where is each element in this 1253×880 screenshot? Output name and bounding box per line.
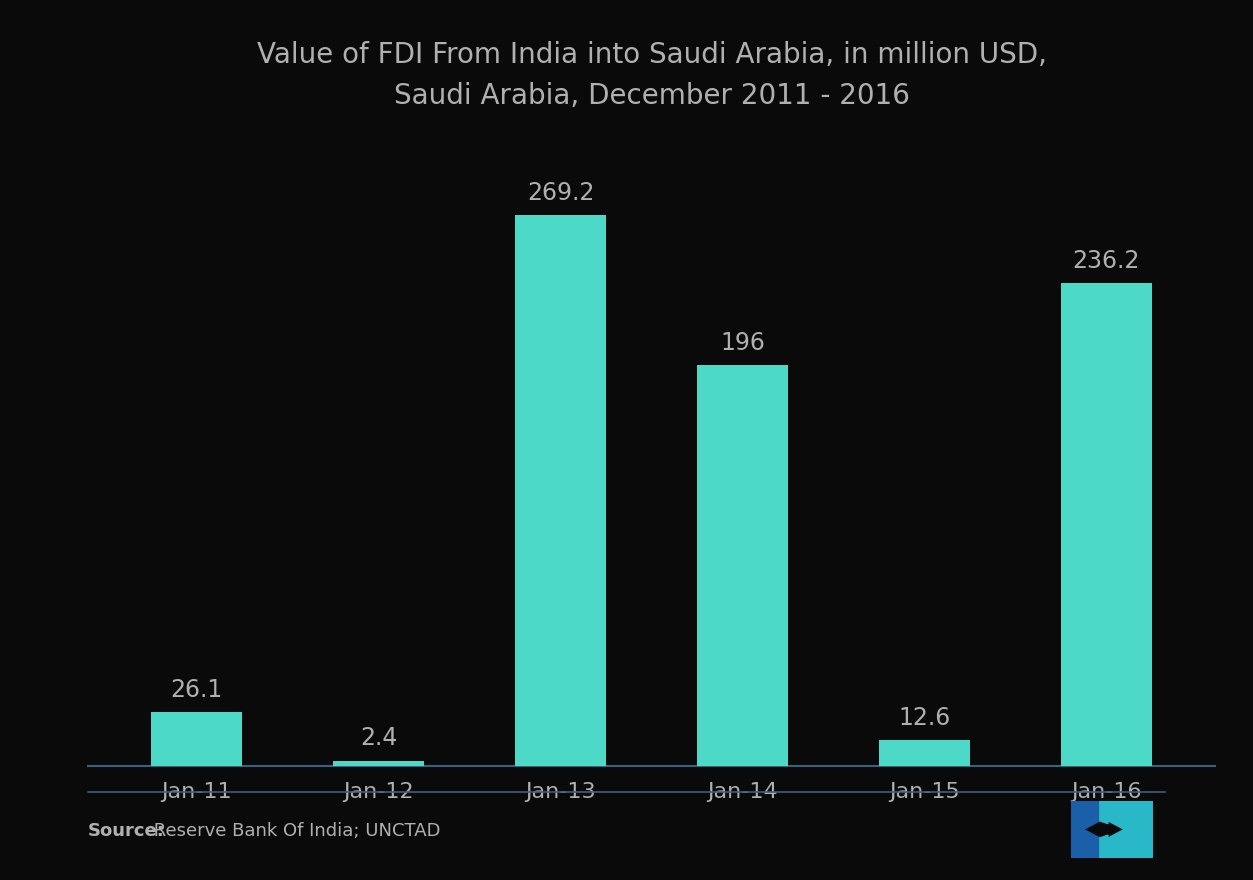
- Bar: [1061, 282, 1152, 766]
- Bar: [878, 740, 970, 766]
- Polygon shape: [1100, 801, 1108, 824]
- Text: 269.2: 269.2: [528, 181, 594, 205]
- Title: Value of FDI From India into Saudi Arabia, in million USD,
Saudi Arabia, Decembe: Value of FDI From India into Saudi Arabi…: [257, 41, 1046, 110]
- Text: Source:: Source:: [88, 822, 164, 840]
- Polygon shape: [1071, 801, 1100, 858]
- Bar: [697, 365, 788, 766]
- Text: 12.6: 12.6: [898, 706, 951, 730]
- Text: 236.2: 236.2: [1073, 249, 1140, 273]
- Bar: [152, 712, 242, 766]
- Text: 196: 196: [720, 331, 764, 355]
- Bar: [515, 216, 606, 766]
- Text: 2.4: 2.4: [360, 727, 397, 751]
- Text: 26.1: 26.1: [170, 678, 223, 702]
- Text: Reserve Bank Of India; UNCTAD: Reserve Bank Of India; UNCTAD: [148, 822, 440, 840]
- Polygon shape: [1108, 801, 1153, 858]
- Polygon shape: [1100, 835, 1108, 858]
- Bar: [333, 760, 425, 766]
